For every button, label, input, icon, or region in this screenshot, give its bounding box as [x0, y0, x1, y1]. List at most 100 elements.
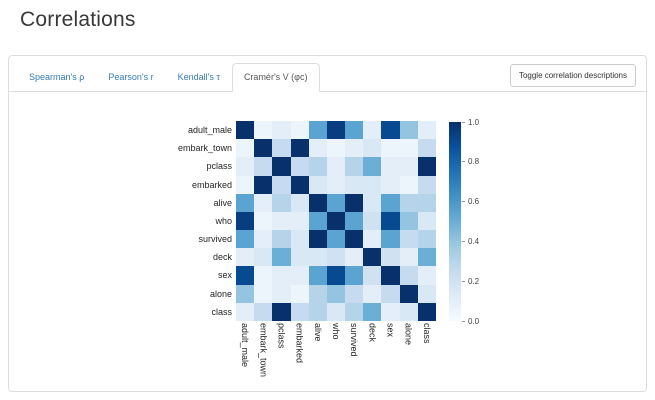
page-title: Correlations — [20, 8, 136, 31]
heatmap-cell — [254, 230, 273, 249]
x-axis-label: who — [330, 323, 341, 340]
heatmap-cell — [345, 266, 364, 285]
tab-kendall-s[interactable]: Kendall's τ — [177, 72, 220, 82]
heatmap-cell — [399, 121, 418, 140]
heatmap-cell — [326, 284, 346, 303]
heatmap-cell — [326, 230, 346, 249]
y-axis-label: pclass — [206, 161, 232, 172]
x-axis-label: sex — [385, 323, 396, 338]
heatmap-cell — [381, 139, 400, 158]
x-axis-label: alive — [312, 323, 323, 342]
heatmap-cell — [399, 266, 418, 285]
colorbar-tick-mark — [462, 161, 465, 163]
y-axis-label: embark_town — [177, 143, 232, 154]
heatmap-cell — [254, 266, 273, 285]
heatmap-cell — [345, 230, 364, 249]
heatmap-cell — [399, 211, 418, 231]
heatmap-cell — [345, 284, 364, 303]
heatmap-cell — [417, 248, 436, 267]
heatmap-cell — [290, 302, 309, 321]
tab-item: Kendall's τ — [166, 63, 232, 92]
heatmap-cell — [345, 211, 364, 231]
y-axis-label: alone — [209, 288, 232, 299]
heatmap-cell — [417, 139, 436, 158]
heatmap-cell — [272, 302, 291, 321]
heatmap-x-axis-labels: adult_male embark_town pclass embarked alive… — [236, 323, 436, 387]
toggle-correlation-descriptions-button[interactable]: Toggle correlation descriptions — [509, 64, 636, 87]
heatmap-cell — [272, 211, 291, 231]
heatmap-cell — [381, 302, 400, 321]
heatmap-cell — [345, 193, 364, 212]
heatmap-cell — [363, 266, 382, 285]
x-axis-label: survived — [349, 323, 360, 357]
heatmap-cell — [272, 121, 291, 140]
heatmap-cell — [381, 193, 400, 212]
heatmap-cell — [381, 230, 400, 249]
heatmap-cell — [272, 230, 291, 249]
x-axis-label: deck — [367, 323, 378, 343]
colorbar-tick-label: 0.6 — [468, 197, 480, 207]
heatmap-cell — [326, 248, 346, 267]
y-axis-label: class — [211, 306, 232, 317]
heatmap-cell — [236, 193, 255, 212]
colorbar-tick-mark — [462, 201, 465, 203]
heatmap-cell — [308, 230, 327, 249]
heatmap-cell — [272, 175, 291, 194]
heatmap-cell — [236, 248, 255, 267]
heatmap-cell — [254, 193, 273, 212]
heatmap-cell — [272, 193, 291, 212]
heatmap-cell — [399, 284, 418, 303]
colorbar-tick-mark — [462, 320, 465, 322]
heatmap-cell — [290, 193, 309, 212]
heatmap-cell — [236, 211, 255, 231]
y-axis-label: survived — [198, 234, 232, 245]
heatmap-cell — [363, 284, 382, 303]
heatmap-cell — [363, 139, 382, 158]
heatmap-cell — [363, 175, 382, 194]
colorbar-tick-label: 1.0 — [468, 117, 480, 127]
heatmap-cell — [399, 157, 418, 176]
colorbar-tick-mark — [462, 280, 465, 282]
heatmap-grid — [236, 121, 436, 321]
x-axis-label: embark_town — [258, 323, 269, 378]
heatmap-cell — [399, 139, 418, 158]
heatmap-cell — [272, 139, 291, 158]
correlation-tabbar: Spearman's ρ Pearson's r Kendall's τ Cramér… — [9, 56, 646, 92]
heatmap-cell — [254, 157, 273, 176]
tab-pearson-s-r[interactable]: Pearson's r — [108, 72, 154, 82]
heatmap-cell — [308, 157, 327, 176]
heatmap-cell — [381, 266, 400, 285]
heatmap-cell — [272, 248, 291, 267]
heatmap-cell — [272, 284, 291, 303]
heatmap-cell — [308, 175, 327, 194]
heatmap-cell — [326, 157, 346, 176]
colorbar-tick-label: 0.4 — [468, 236, 480, 246]
heatmap-cell — [326, 302, 346, 321]
tab-item: Spearman's ρ — [17, 63, 96, 92]
y-axis-label: sex — [217, 270, 232, 281]
tab-cram-r-s-v-c[interactable]: Cramér's V (φc) — [231, 63, 320, 92]
heatmap-cell — [308, 211, 327, 231]
tab-item: Pearson's r — [96, 63, 165, 92]
heatmap-cell — [345, 139, 364, 158]
heatmap-cell — [308, 248, 327, 267]
colorbar — [449, 122, 461, 321]
y-axis-label: deck — [212, 252, 232, 263]
heatmap-cell — [254, 284, 273, 303]
heatmap-cell — [254, 121, 273, 140]
heatmap-cell — [290, 139, 309, 158]
heatmap-cell — [290, 266, 309, 285]
heatmap-cell — [417, 121, 436, 140]
heatmap-cell — [417, 211, 436, 231]
x-axis-label: class — [421, 323, 432, 344]
heatmap-cell — [381, 284, 400, 303]
tab-spearman-s[interactable]: Spearman's ρ — [29, 72, 85, 82]
heatmap-cell — [254, 139, 273, 158]
heatmap-cell — [254, 302, 273, 321]
heatmap-cell — [308, 302, 327, 321]
heatmap-cell — [399, 175, 418, 194]
heatmap-cell — [308, 193, 327, 212]
x-axis-label: adult_male — [240, 323, 251, 368]
colorbar-tick-mark — [462, 121, 465, 123]
